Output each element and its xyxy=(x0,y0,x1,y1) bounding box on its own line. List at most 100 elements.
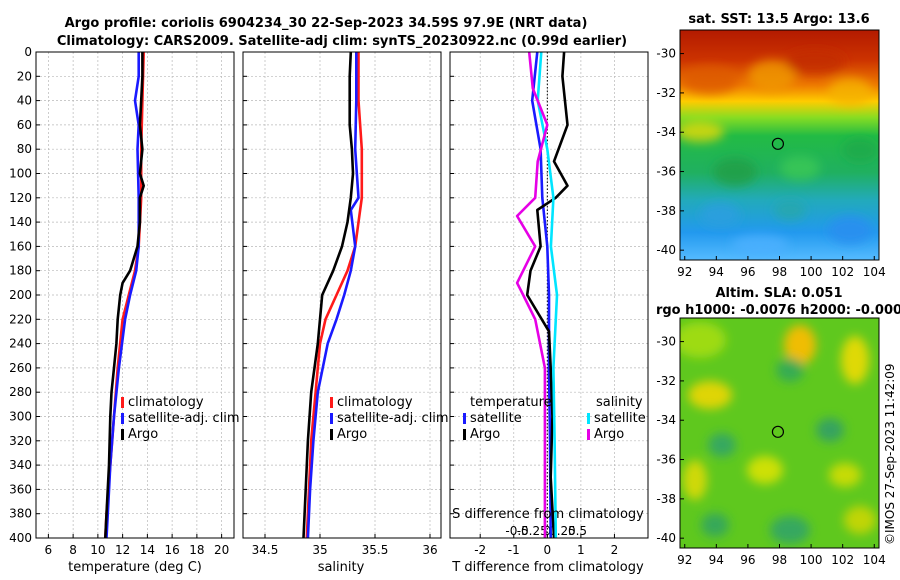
y-tick-label: 80 xyxy=(17,142,32,156)
y-tick-label: 240 xyxy=(9,337,32,351)
x-tick-label: 2 xyxy=(611,543,619,557)
legend-title-salinity: salinity xyxy=(596,395,643,410)
sst-map: 92 94 96 98 100 102 104 -30 -32 -34 -36 -38 -40 xyxy=(656,29,886,279)
legend-label-argo: Argo xyxy=(337,427,367,442)
sla-map-x-axis: 92 94 96 98 100 102 104 xyxy=(677,544,886,567)
legend-label-t-satellite: satellite xyxy=(470,411,522,426)
map-y-tick-label: -30 xyxy=(656,47,676,61)
legend-swatch-argo xyxy=(121,429,124,440)
legend-title-temperature: temperature xyxy=(470,395,552,410)
sst-argo-location-marker xyxy=(771,137,785,150)
y-tick-label: 200 xyxy=(9,288,32,302)
x-tick-label: 1 xyxy=(577,543,585,557)
x-tick-label: 35.5 xyxy=(362,543,389,557)
x-tick-label: 36 xyxy=(422,543,437,557)
map-x-tick-label: 94 xyxy=(709,265,724,279)
map-x-tick-label: 94 xyxy=(709,553,724,567)
difference-x-label: T difference from climatology xyxy=(451,560,644,575)
legend-label-argo: Argo xyxy=(128,427,158,442)
legend-swatch-t-satellite xyxy=(463,413,466,424)
map-x-tick-label: 102 xyxy=(831,553,854,567)
y-tick-label: 260 xyxy=(9,361,32,375)
legend-swatch-s-argo xyxy=(587,429,590,440)
series-line-t-satellite xyxy=(530,51,552,539)
series-line-satellite-adj-clim xyxy=(306,52,360,539)
map-x-tick-label: 92 xyxy=(677,553,692,567)
legend-swatch-t-argo xyxy=(463,429,466,440)
y-tick-label: 180 xyxy=(9,264,32,278)
temperature-legend: climatology satellite-adj. clim Argo xyxy=(121,395,240,442)
sla-field-features xyxy=(680,322,876,544)
figure-title-line1: Argo profile: coriolis 6904234_30 22-Sep… xyxy=(65,16,588,31)
figure-title-line2: Climatology: CARS2009. Satellite-adj cli… xyxy=(57,34,627,49)
legend-label-climatology: climatology xyxy=(128,395,204,410)
map-y-tick-label: -36 xyxy=(656,453,676,467)
map-x-tick-label: 104 xyxy=(863,553,886,567)
series-line-satellite-adj-clim xyxy=(105,52,140,539)
legend-swatch-climatology xyxy=(121,397,124,408)
y-tick-label: 220 xyxy=(9,312,32,326)
x-tick-label: 6 xyxy=(45,543,53,557)
x-tick-label: 18 xyxy=(189,543,204,557)
s-tick-label: -0.5 xyxy=(505,524,528,538)
legend-label-satellite: satellite-adj. clim xyxy=(337,411,449,426)
y-tick-label: 300 xyxy=(9,410,32,424)
y-tick-label: 320 xyxy=(9,434,32,448)
legend-label-t-argo: Argo xyxy=(470,427,500,442)
map-x-tick-label: 100 xyxy=(800,265,823,279)
legend-label-satellite: satellite-adj. clim xyxy=(128,411,240,426)
x-tick-label: 16 xyxy=(164,543,179,557)
map-y-tick-label: -40 xyxy=(656,243,676,257)
sla-map-title-line1: Altim. SLA: 0.051 xyxy=(716,286,843,301)
map-x-tick-label: 104 xyxy=(863,265,886,279)
map-x-tick-label: 96 xyxy=(740,265,755,279)
legend-swatch-satellite xyxy=(121,413,124,424)
map-y-tick-label: -34 xyxy=(656,413,676,427)
y-tick-label: 360 xyxy=(9,482,32,496)
sst-map-title: sat. SST: 13.5 Argo: 13.6 xyxy=(688,12,869,27)
sst-field-features xyxy=(680,50,878,255)
map-y-tick-label: -30 xyxy=(656,335,676,349)
map-y-tick-label: -32 xyxy=(656,374,676,388)
difference-top-axis-label: S difference from climatology xyxy=(452,507,644,522)
legend-swatch-s-satellite xyxy=(587,413,590,424)
map-y-tick-label: -32 xyxy=(656,86,676,100)
y-tick-label: 340 xyxy=(9,458,32,472)
map-x-tick-label: 98 xyxy=(772,265,787,279)
x-tick-label: 8 xyxy=(69,543,77,557)
series-line-argo xyxy=(104,52,145,539)
series-line-s-argo xyxy=(515,51,549,538)
x-tick-label: 20 xyxy=(214,543,229,557)
y-tick-label: 160 xyxy=(9,239,32,253)
legend-swatch-argo xyxy=(330,429,333,440)
x-tick-label: 35 xyxy=(312,543,327,557)
series-line-climatology xyxy=(305,52,364,539)
legend-label-climatology: climatology xyxy=(337,395,413,410)
y-tick-label: 0 xyxy=(24,45,32,59)
salinity-x-label: salinity xyxy=(318,560,365,575)
map-y-tick-label: -34 xyxy=(656,125,676,139)
x-tick-label: 34.5 xyxy=(252,543,279,557)
y-tick-label: 20 xyxy=(17,69,32,83)
plot-frame xyxy=(242,51,442,539)
sla-map-title-line2: rgo h1000: -0.0076 h2000: -0.000 xyxy=(656,303,900,318)
x-tick-label: 14 xyxy=(140,543,155,557)
y-tick-label: 140 xyxy=(9,215,32,229)
y-tick-label: 120 xyxy=(9,191,32,205)
copyright-timestamp: ©IMOS 27-Sep-2023 11:42:09 xyxy=(883,363,897,545)
legend-swatch-satellite xyxy=(330,413,333,424)
map-x-tick-label: 92 xyxy=(677,265,692,279)
y-tick-label: 60 xyxy=(17,118,32,132)
temperature-panel: 6 8 10 12 14 16 18 2002040608010012014016018020… xyxy=(9,45,235,557)
map-y-tick-label: -38 xyxy=(656,204,676,218)
y-tick-label: 280 xyxy=(9,385,32,399)
series-line-t-argo xyxy=(525,51,569,539)
map-y-tick-label: -36 xyxy=(656,165,676,179)
s-tick-label: 0 xyxy=(544,524,552,538)
map-x-tick-label: 98 xyxy=(772,553,787,567)
x-tick-label: -1 xyxy=(508,543,520,557)
x-tick-label: 0 xyxy=(544,543,552,557)
legend-label-s-argo: Argo xyxy=(594,427,624,442)
s-tick-label: 0.5 xyxy=(568,524,587,538)
